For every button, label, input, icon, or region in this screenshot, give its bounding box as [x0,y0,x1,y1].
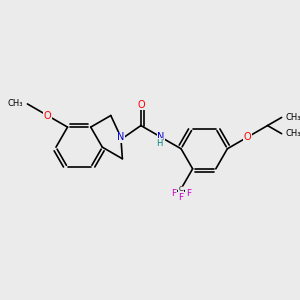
Text: O: O [244,132,251,142]
Text: CH₃: CH₃ [8,99,23,108]
Text: N: N [157,132,165,142]
Text: N: N [117,132,124,142]
Text: O: O [44,110,51,121]
Text: C: C [179,186,183,192]
Text: F: F [171,189,176,198]
Text: CH₃: CH₃ [286,113,300,122]
Text: CH₃: CH₃ [286,129,300,138]
Text: F: F [186,189,191,198]
Text: O: O [137,100,145,110]
Text: H: H [156,139,163,148]
Text: F: F [178,193,184,202]
